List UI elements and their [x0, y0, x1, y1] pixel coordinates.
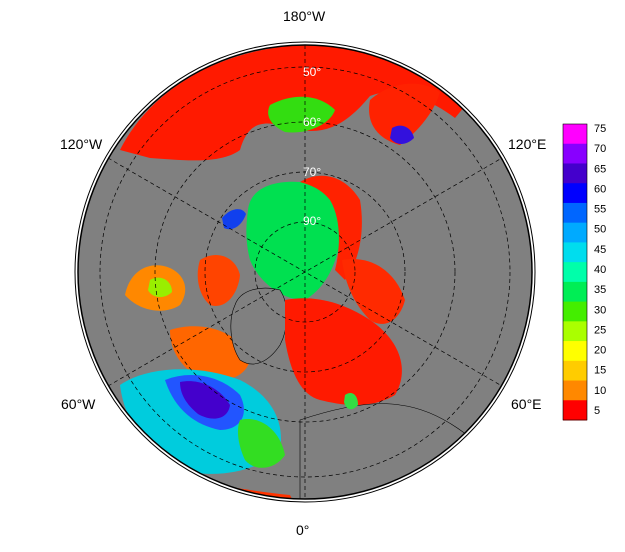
meridian-label-120w: 120°W	[60, 136, 103, 152]
okhotsk-blue-patch	[390, 125, 414, 144]
colorbar-tick-label: 15	[594, 365, 606, 377]
colorbar: 75 70 65 60 55 50 45 40 35 30 25 20 15 10 5	[562, 123, 606, 421]
latitude-label-50: 50°	[303, 65, 321, 79]
latitude-label-60: 60°	[303, 115, 321, 129]
colorbar-border	[562, 123, 588, 421]
latitude-circle-60	[154, 121, 456, 423]
colorbar-swatch	[563, 143, 587, 164]
okhotsk-sea	[369, 83, 440, 145]
colorbar-swatch	[563, 183, 587, 204]
barents-sea	[342, 259, 405, 324]
north-atlantic-green	[237, 419, 285, 468]
latitude-circle-50	[99, 66, 511, 478]
colorbar-swatch	[563, 202, 587, 224]
latitude-label-90: 90°	[303, 214, 321, 228]
colorbar-swatch	[563, 281, 587, 303]
meridian-label-120e: 120°E	[508, 136, 547, 152]
colorbar-swatch	[563, 124, 587, 145]
colorbar-tick-label: 30	[594, 304, 606, 316]
colorbar-tick-label: 55	[594, 204, 606, 216]
map-border-outer	[74, 41, 536, 503]
colorbar-tick-label: 35	[594, 284, 606, 296]
colorbar-tick-label: 40	[594, 264, 606, 276]
colorbar-swatch	[563, 222, 587, 243]
colorbar-swatch	[563, 301, 587, 322]
north-atlantic-purple	[180, 381, 230, 419]
beaufort-blue-patch	[222, 209, 246, 230]
colorbar-swatch	[563, 400, 587, 421]
meridian-label-60w: 60°W	[61, 396, 96, 412]
colorbar-swatch	[563, 321, 587, 342]
colorbar-tick-label: 60	[594, 183, 606, 195]
colorbar-tick-label: 65	[594, 163, 606, 175]
arctic-red-rim	[300, 175, 362, 280]
central-arctic	[246, 181, 343, 300]
colorbar-tick-label: 50	[594, 224, 606, 236]
labrador-sea	[170, 326, 250, 380]
colorbar-tick-label: 45	[594, 244, 606, 256]
graticule	[99, 45, 511, 499]
baffin-bay	[197, 255, 240, 306]
hudson-bay-green	[148, 277, 172, 298]
colorbar-swatch	[563, 242, 587, 263]
colorbar-swatch	[563, 163, 587, 184]
meridian-60w-120e	[107, 157, 503, 387]
colorbar-tick-label: 5	[594, 405, 600, 417]
meridian-label-0: 0°	[296, 522, 310, 538]
colorbar-tick-label: 25	[594, 324, 606, 336]
colorbar-swatch	[563, 380, 587, 401]
colorbar-swatch	[563, 341, 587, 362]
meridian-label-60e: 60°E	[511, 396, 542, 412]
baltic-sea	[344, 393, 358, 410]
colorbar-swatch	[563, 262, 587, 283]
colorbar-swatch	[563, 360, 587, 382]
colorbar-tick-label: 75	[594, 123, 606, 135]
latitude-circle-80	[254, 221, 356, 323]
colorbar-tick-label: 10	[594, 385, 606, 397]
latitude-label-70: 70°	[303, 165, 321, 179]
meridian-label-180w: 180°W	[283, 8, 326, 24]
colorbar-tick-label: 20	[594, 345, 606, 357]
colorbar-tick-label: 70	[594, 143, 606, 155]
nordic-seas	[285, 298, 402, 405]
